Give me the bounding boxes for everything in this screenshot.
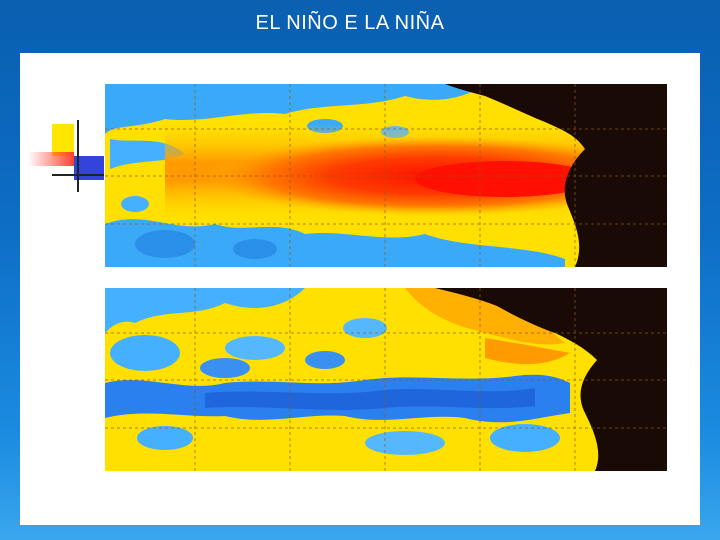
decorative-crosshair-ornament — [28, 120, 104, 192]
la-nina-sea-surface-temperature-map — [105, 288, 667, 471]
slide-title: EL NIÑO E LA NIÑA — [255, 12, 445, 34]
el-nino-sea-surface-temperature-map — [105, 84, 667, 267]
